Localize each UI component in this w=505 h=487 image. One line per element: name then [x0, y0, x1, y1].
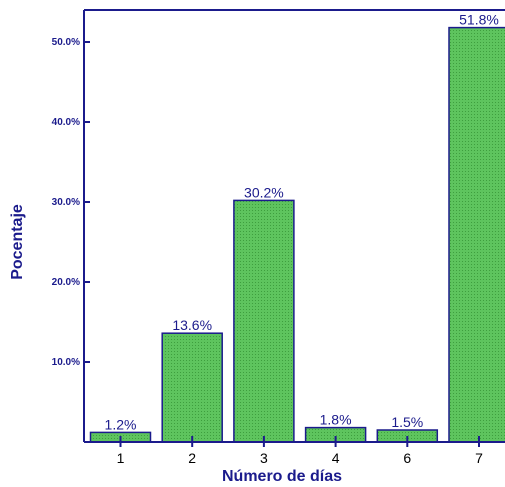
y-tick-label: 20.0% — [52, 277, 80, 288]
data-label: 1.2% — [105, 416, 137, 432]
x-tick-label: 3 — [260, 450, 268, 466]
bar-2 — [161, 332, 223, 443]
data-label: 1.8% — [320, 412, 352, 428]
data-label: 13.6% — [172, 317, 212, 333]
y-tick-label: 10.0% — [52, 357, 80, 368]
y-tick-label: 40.0% — [52, 117, 80, 128]
bars-group — [89, 26, 505, 443]
x-tick-label: 6 — [403, 450, 411, 466]
x-tick-label: 7 — [475, 450, 483, 466]
bar-3 — [233, 199, 295, 443]
y-tick-label: 30.0% — [52, 197, 80, 208]
data-label: 30.2% — [244, 184, 284, 200]
y-tick-label: 50.0% — [52, 37, 80, 48]
plot-frame — [83, 9, 505, 443]
y-axis-title: Pocentaje — [9, 204, 26, 280]
x-axis-title: Número de días — [222, 468, 342, 485]
x-tick-label: 4 — [332, 450, 340, 466]
bar-7 — [448, 26, 505, 443]
data-labels-group: 1.2% 13.6% 30.2% 1.8% 1.5% 51.8% — [105, 12, 499, 433]
data-label: 51.8% — [459, 12, 499, 28]
x-tick-label: 1 — [117, 450, 125, 466]
data-label: 1.5% — [391, 414, 423, 430]
x-tick-label: 2 — [188, 450, 196, 466]
